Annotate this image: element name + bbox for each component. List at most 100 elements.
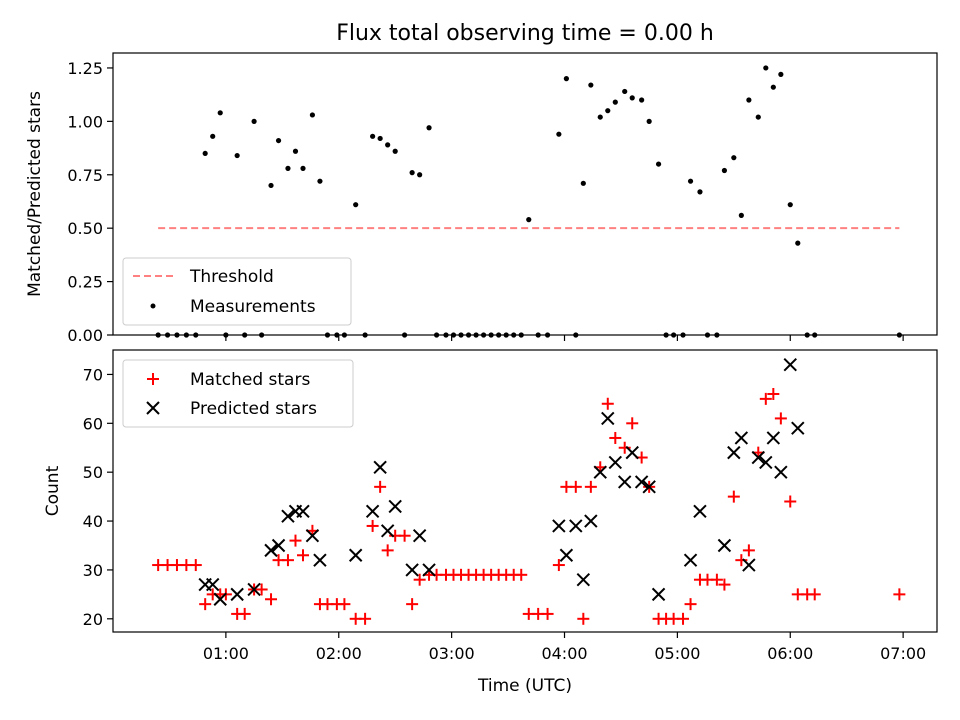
- top-x-axis-ticks: [225, 335, 904, 341]
- measurement-point: [588, 82, 594, 88]
- measurement-point: [687, 178, 694, 184]
- measurement-point: [556, 131, 562, 137]
- measurement-point: [392, 148, 398, 154]
- matched-star-point: [767, 387, 780, 400]
- bottom-axes-frame: [112, 349, 938, 633]
- top-y-tick-label: 1.00: [67, 112, 103, 131]
- matched-star-point: [710, 573, 723, 586]
- predicted-star-point: [365, 504, 380, 518]
- measurement-point: [426, 125, 432, 131]
- bottom-y-tick-label: 70: [83, 365, 103, 384]
- predicted-star-point: [569, 519, 583, 533]
- predicted-star-point: [693, 504, 707, 518]
- predicted-star-point: [642, 480, 656, 494]
- bottom-x-tick-label: 02:00: [316, 644, 362, 663]
- measurement-point: [795, 240, 801, 246]
- predicted-star-point: [313, 553, 327, 567]
- predicted-star-point: [717, 538, 732, 553]
- predicted-star-point: [405, 563, 419, 577]
- matched-star-point: [742, 544, 755, 557]
- predicted-star-point: [281, 509, 295, 523]
- measurement-point: [755, 114, 761, 120]
- predicted-star-point: [576, 572, 591, 587]
- top-y-tick-label: 0.25: [67, 273, 103, 292]
- matched-star-point: [374, 480, 387, 493]
- predicted-star-point: [634, 475, 649, 489]
- measurement-point: [612, 99, 618, 105]
- top-y-tick-label: 1.25: [67, 59, 103, 78]
- bottom-x-tick-label: 05:00: [654, 644, 700, 663]
- matched-star-point: [199, 598, 212, 611]
- measurement-point: [778, 71, 784, 77]
- measurement-point: [597, 114, 603, 120]
- matched-star-point: [541, 607, 554, 620]
- top-y-tick-label: 0.50: [67, 219, 103, 238]
- matched-star-point: [609, 431, 622, 444]
- legend-matched-swatch: [147, 373, 159, 385]
- matched-star-point: [601, 397, 614, 410]
- top-y-tick-label: 0.75: [67, 166, 103, 185]
- predicted-star-point: [618, 475, 632, 489]
- measurement-point: [251, 118, 257, 124]
- measurement-point: [763, 65, 769, 71]
- measurement-point: [409, 170, 415, 176]
- measurement-point: [292, 148, 299, 154]
- matched-star-point: [677, 612, 690, 625]
- measurement-point: [605, 108, 611, 114]
- matched-star-point: [238, 607, 251, 620]
- measurement-point: [385, 142, 391, 148]
- bottom-x-tick-label: 03:00: [429, 644, 475, 663]
- matched-star-point: [735, 554, 748, 567]
- predicted-star-point: [683, 553, 698, 567]
- x-axis-label: Time (UTC): [477, 676, 572, 696]
- bottom-y-axis-ticks: 20 30 40 50 60 70: [83, 365, 113, 629]
- measurement-point: [731, 155, 737, 161]
- matched-star-point: [281, 554, 294, 567]
- predicted-stars-points: [198, 357, 805, 606]
- predicted-star-point: [412, 529, 427, 543]
- predicted-star-point: [734, 431, 749, 445]
- measurement-point: [370, 133, 376, 139]
- matched-star-point: [265, 593, 278, 606]
- bottom-y-axis-label: Count: [43, 465, 63, 516]
- measurement-point: [268, 182, 274, 189]
- bottom-x-tick-label: 06:00: [767, 644, 813, 663]
- measurement-point: [417, 172, 423, 178]
- measurement-point: [300, 165, 306, 171]
- measurement-point: [563, 76, 569, 82]
- predicted-star-point: [348, 548, 363, 562]
- top-y-axis-ticks: 0.00 0.25 0.50 0.75 1.00 1.25: [67, 59, 113, 345]
- measurement-point: [697, 189, 703, 195]
- measurement-point: [217, 110, 223, 116]
- matched-star-point: [577, 612, 590, 625]
- predicted-star-point: [593, 465, 607, 479]
- top-y-tick-label: 0.00: [67, 326, 103, 345]
- matched-star-point: [618, 441, 631, 454]
- predicted-star-point: [791, 421, 805, 435]
- bottom-y-tick-label: 20: [83, 610, 103, 629]
- legend-measurements-label: Measurements: [190, 297, 316, 317]
- predicted-star-point: [559, 548, 574, 562]
- bottom-x-tick-label: 01:00: [203, 644, 249, 663]
- bottom-x-axis-ticks: 01:00 02:00 03:00 04:00 05:00 06:00 07:00: [203, 632, 926, 663]
- matched-star-point: [569, 480, 582, 493]
- chart-title: Flux total observing time = 0.00 h: [336, 21, 714, 46]
- legend-measurements-swatch: [150, 303, 156, 309]
- predicted-star-point: [305, 529, 320, 543]
- predicted-star-point: [552, 519, 566, 533]
- measurement-point: [746, 97, 752, 103]
- bottom-y-tick-label: 30: [83, 561, 103, 580]
- top-axes-frame: [112, 52, 938, 336]
- matched-star-point: [338, 598, 351, 611]
- matched-star-point: [413, 573, 426, 586]
- matched-stars-points: [152, 387, 906, 625]
- measurement-point: [210, 133, 216, 139]
- predicted-star-point: [625, 445, 639, 460]
- measurement-point: [721, 167, 728, 174]
- legend-threshold-label: Threshold: [189, 267, 274, 287]
- measurement-point: [309, 112, 316, 118]
- predicted-star-point: [751, 450, 765, 465]
- predicted-star-point: [766, 431, 781, 445]
- predicted-star-point: [727, 445, 741, 460]
- matched-star-point: [784, 495, 797, 508]
